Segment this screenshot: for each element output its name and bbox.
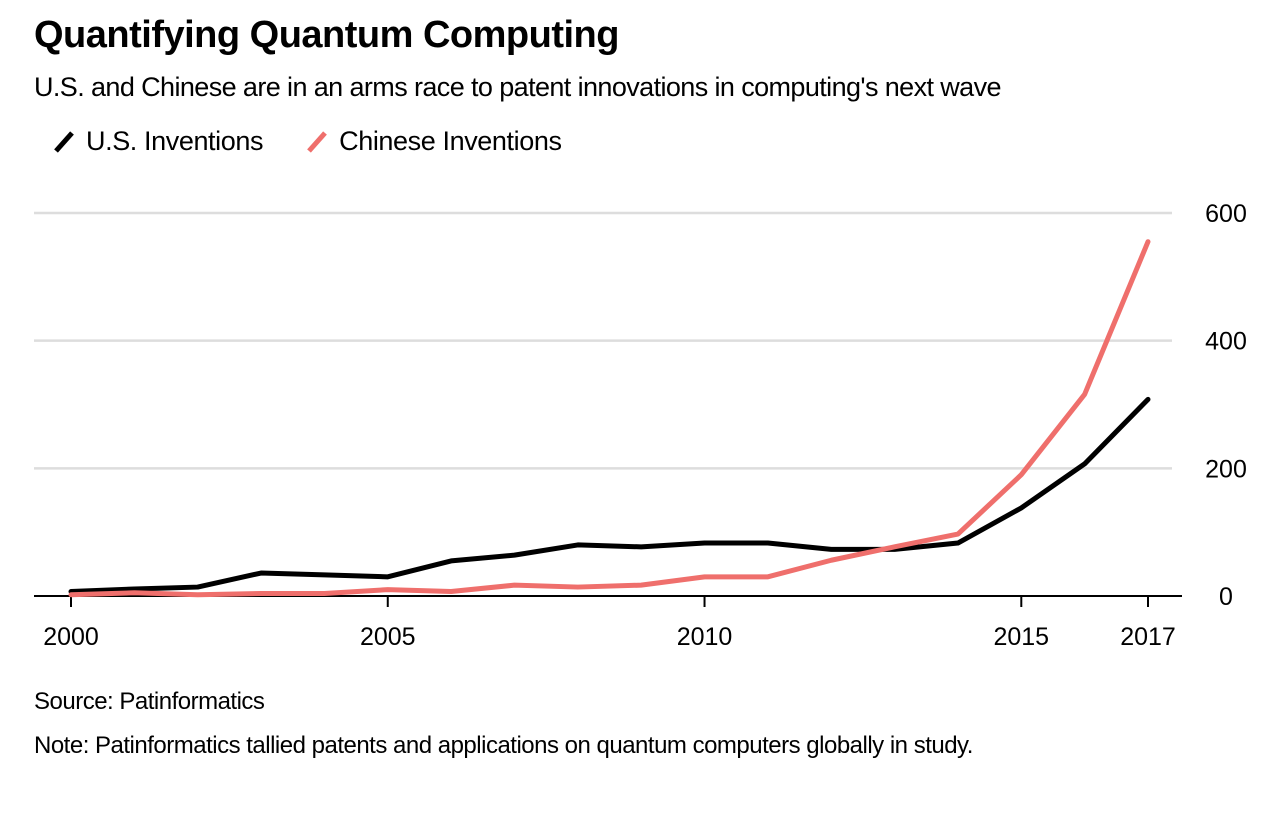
y-tick-label: 200	[1205, 455, 1247, 483]
legend-item-us: U.S. Inventions	[50, 126, 264, 157]
y-tick-label: 600	[1205, 200, 1247, 228]
series-line-us	[68, 396, 1151, 595]
chart-subtitle: U.S. and Chinese are in an arms race to …	[34, 72, 1002, 102]
series-line-china	[68, 239, 1151, 598]
y-tick-label: 400	[1205, 328, 1247, 356]
legend-label-us: U.S. Inventions	[86, 126, 264, 156]
legend: U.S. Inventions Chinese Inventions	[50, 126, 602, 157]
chart-title: Quantifying Quantum Computing	[34, 14, 619, 56]
source-note: Source: Patinformatics	[34, 688, 265, 715]
gridlines	[34, 211, 1172, 470]
footnote: Note: Patinformatics tallied patents and…	[34, 732, 973, 759]
x-tick-label: 2005	[360, 623, 416, 651]
y-tick-label: 0	[1219, 583, 1233, 611]
y-axis-labels: 0 200 400 600	[1205, 200, 1247, 611]
legend-swatch-china	[307, 130, 327, 153]
legend-swatch-us	[54, 130, 74, 153]
x-tick-label: 2010	[677, 623, 733, 651]
legend-label-china: Chinese Inventions	[339, 126, 562, 156]
x-axis	[34, 595, 1182, 607]
legend-item-china: Chinese Inventions	[303, 126, 562, 157]
x-tick-label: 2017	[1120, 623, 1176, 651]
x-tick-label: 2015	[993, 623, 1049, 651]
series-lines	[68, 239, 1151, 598]
x-axis-labels: 2000 2005 2010 2015 2017	[43, 623, 1176, 651]
x-tick-label: 2000	[43, 623, 99, 651]
